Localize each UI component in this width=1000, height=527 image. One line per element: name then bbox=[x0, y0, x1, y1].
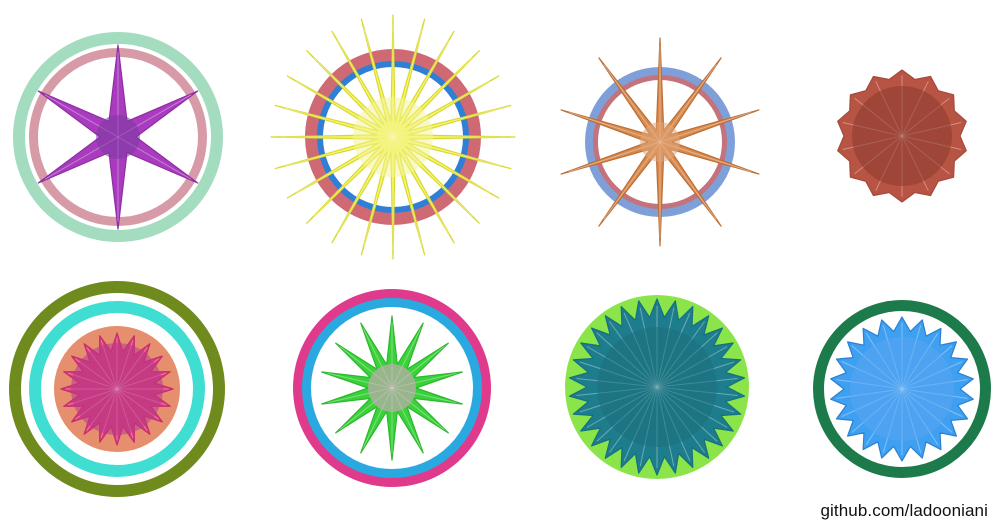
figure-3 bbox=[560, 37, 760, 247]
figure-8-core bbox=[850, 337, 954, 441]
figure-3-core bbox=[640, 122, 680, 162]
figure-7-core bbox=[597, 327, 717, 447]
credit-text: github.com/ladooniani bbox=[820, 501, 988, 520]
figure-8 bbox=[813, 300, 991, 478]
figure-1 bbox=[13, 32, 223, 242]
figure-6 bbox=[293, 289, 491, 487]
figure-5 bbox=[9, 281, 225, 497]
figure-6-core bbox=[368, 364, 416, 412]
figure-7 bbox=[565, 295, 749, 479]
figure-2 bbox=[270, 14, 516, 260]
figure-4-core bbox=[852, 86, 952, 186]
figure-1-core bbox=[96, 115, 140, 159]
figure-4 bbox=[837, 69, 967, 203]
figure-5-core bbox=[71, 343, 163, 435]
figure-2-core bbox=[353, 97, 433, 177]
